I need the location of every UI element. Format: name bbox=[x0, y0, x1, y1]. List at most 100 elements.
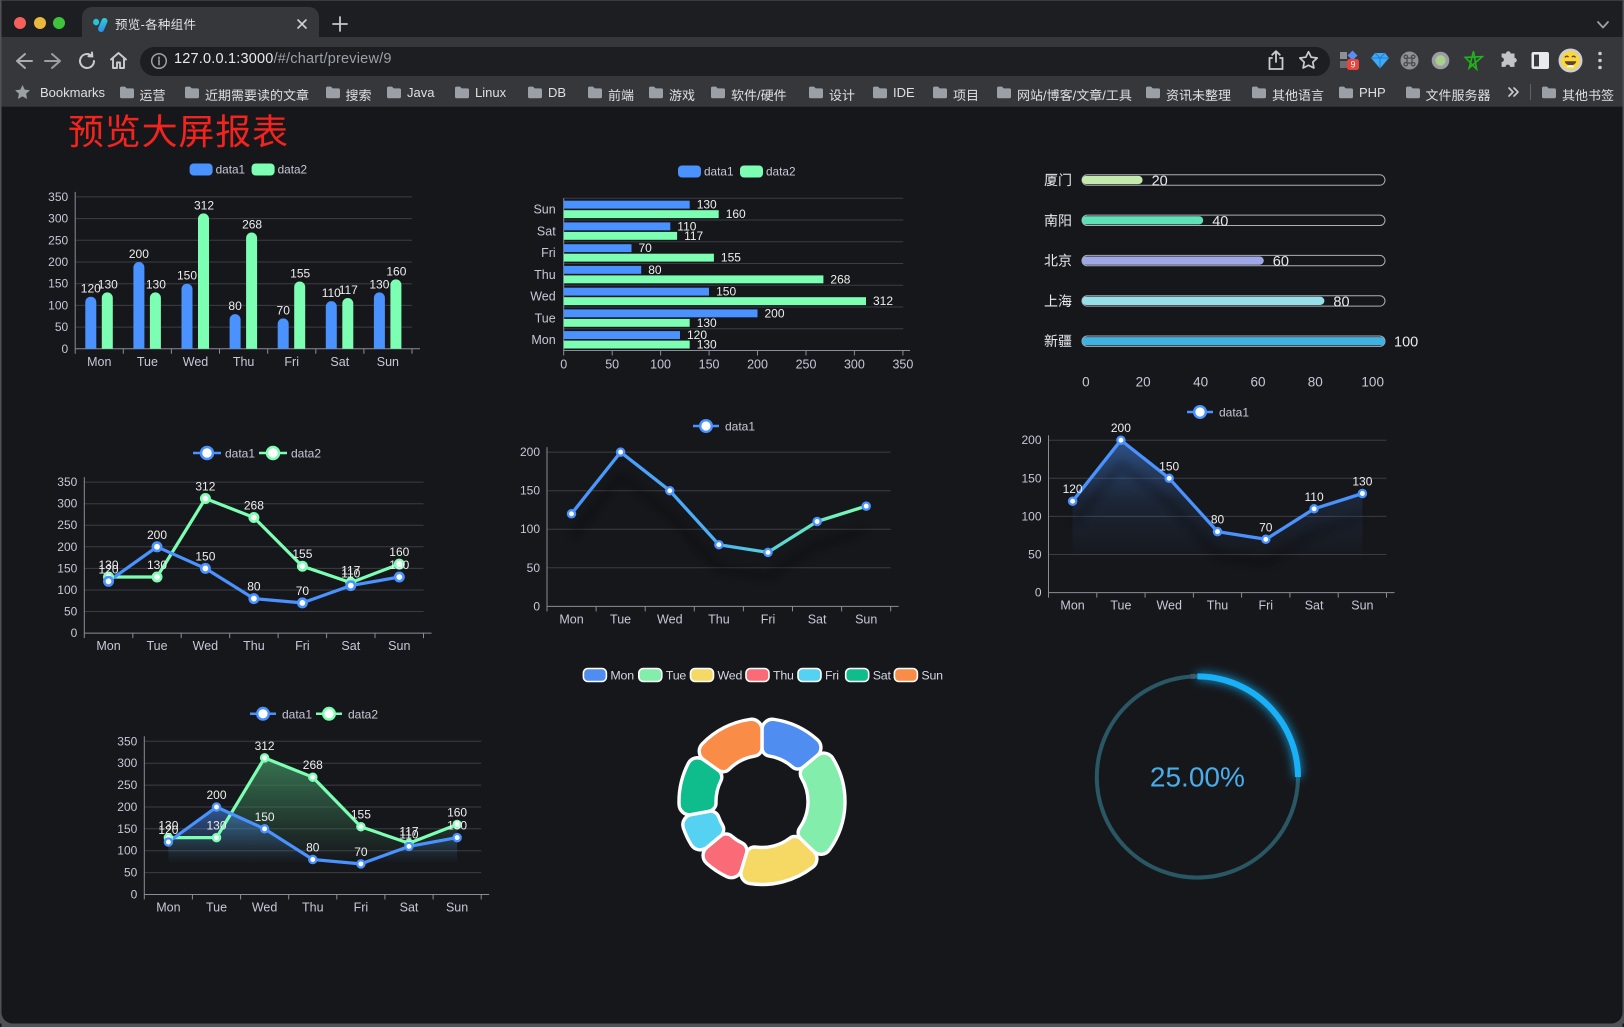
svg-text:130: 130 bbox=[158, 819, 178, 833]
svg-text:70: 70 bbox=[1259, 520, 1273, 534]
svg-text:data1: data1 bbox=[216, 163, 246, 177]
svg-text:160: 160 bbox=[726, 207, 746, 221]
svg-text:155: 155 bbox=[721, 251, 741, 265]
svg-text:Thu: Thu bbox=[302, 901, 324, 915]
svg-text:100: 100 bbox=[520, 522, 540, 536]
svg-text:268: 268 bbox=[303, 758, 323, 772]
svg-text:data2: data2 bbox=[766, 165, 796, 179]
svg-text:上海: 上海 bbox=[1044, 293, 1072, 309]
svg-text:Tue: Tue bbox=[1110, 599, 1131, 613]
svg-text:150: 150 bbox=[1021, 471, 1041, 485]
svg-text:312: 312 bbox=[195, 480, 215, 494]
svg-text:350: 350 bbox=[117, 734, 137, 748]
svg-text:155: 155 bbox=[290, 267, 310, 281]
svg-text:150: 150 bbox=[57, 561, 77, 575]
svg-text:80: 80 bbox=[1308, 375, 1323, 390]
svg-text:160: 160 bbox=[386, 264, 406, 278]
svg-text:Wed: Wed bbox=[530, 290, 556, 304]
svg-text:50: 50 bbox=[124, 866, 138, 880]
svg-text:Thu: Thu bbox=[773, 669, 794, 683]
svg-text:Fri: Fri bbox=[761, 612, 776, 626]
svg-text:data1: data1 bbox=[725, 420, 755, 434]
svg-text:北京: 北京 bbox=[1044, 253, 1072, 269]
svg-text:Mon: Mon bbox=[156, 901, 180, 915]
svg-text:200: 200 bbox=[1111, 421, 1131, 435]
svg-text:312: 312 bbox=[255, 739, 275, 753]
svg-text:Sat: Sat bbox=[537, 224, 556, 238]
svg-text:70: 70 bbox=[296, 584, 310, 598]
svg-text:Sun: Sun bbox=[921, 669, 943, 683]
svg-text:0: 0 bbox=[62, 342, 69, 356]
svg-text:Sun: Sun bbox=[533, 203, 555, 217]
svg-text:60: 60 bbox=[1250, 375, 1265, 390]
svg-text:Wed: Wed bbox=[252, 901, 278, 915]
svg-text:250: 250 bbox=[796, 358, 817, 372]
svg-text:50: 50 bbox=[64, 605, 78, 619]
svg-text:Mon: Mon bbox=[1060, 599, 1084, 613]
svg-text:Tue: Tue bbox=[206, 901, 227, 915]
svg-text:100: 100 bbox=[48, 298, 68, 312]
svg-text:150: 150 bbox=[117, 822, 137, 836]
svg-text:0: 0 bbox=[560, 358, 567, 372]
svg-text:100: 100 bbox=[117, 844, 137, 858]
svg-text:130: 130 bbox=[697, 338, 717, 352]
svg-text:Fri: Fri bbox=[295, 639, 310, 653]
svg-text:100: 100 bbox=[57, 583, 77, 597]
svg-text:100: 100 bbox=[1394, 335, 1418, 351]
svg-text:250: 250 bbox=[117, 778, 137, 792]
svg-text:250: 250 bbox=[48, 233, 68, 247]
svg-text:data1: data1 bbox=[1219, 406, 1249, 420]
svg-text:70: 70 bbox=[354, 845, 368, 859]
svg-text:Thu: Thu bbox=[708, 612, 730, 626]
svg-text:Wed: Wed bbox=[193, 639, 219, 653]
svg-text:0: 0 bbox=[1082, 375, 1090, 390]
svg-text:150: 150 bbox=[48, 277, 68, 291]
svg-text:data1: data1 bbox=[225, 447, 255, 461]
svg-text:117: 117 bbox=[341, 564, 360, 578]
svg-text:data1: data1 bbox=[282, 707, 312, 721]
svg-text:新疆: 新疆 bbox=[1044, 333, 1072, 349]
svg-text:150: 150 bbox=[255, 810, 275, 824]
svg-text:Sun: Sun bbox=[1351, 599, 1373, 613]
svg-text:250: 250 bbox=[57, 518, 77, 532]
svg-text:Sat: Sat bbox=[873, 669, 892, 683]
svg-text:200: 200 bbox=[48, 255, 68, 269]
svg-text:data2: data2 bbox=[348, 707, 378, 721]
svg-text:70: 70 bbox=[639, 241, 653, 255]
svg-text:0: 0 bbox=[533, 599, 540, 613]
svg-text:117: 117 bbox=[399, 824, 418, 838]
svg-text:130: 130 bbox=[369, 277, 389, 291]
svg-text:Tue: Tue bbox=[666, 669, 687, 683]
svg-text:80: 80 bbox=[228, 299, 242, 313]
svg-text:Wed: Wed bbox=[657, 612, 683, 626]
svg-text:130: 130 bbox=[389, 558, 409, 572]
svg-text:300: 300 bbox=[48, 212, 68, 226]
svg-text:150: 150 bbox=[699, 358, 720, 372]
svg-text:Fri: Fri bbox=[541, 246, 556, 260]
svg-text:9: 9 bbox=[1350, 60, 1355, 70]
svg-text:Wed: Wed bbox=[1156, 599, 1182, 613]
svg-text:Fri: Fri bbox=[1259, 599, 1274, 613]
svg-text:150: 150 bbox=[520, 484, 540, 498]
svg-text:Fri: Fri bbox=[825, 669, 839, 683]
svg-text:130: 130 bbox=[206, 819, 226, 833]
svg-text:Tue: Tue bbox=[146, 639, 167, 653]
svg-text:Tue: Tue bbox=[535, 311, 556, 325]
svg-text:data1: data1 bbox=[704, 165, 734, 179]
svg-text:130: 130 bbox=[98, 277, 118, 291]
svg-text:40: 40 bbox=[1193, 375, 1208, 390]
svg-text:200: 200 bbox=[206, 788, 226, 802]
svg-text:130: 130 bbox=[697, 198, 717, 212]
svg-text:160: 160 bbox=[389, 545, 409, 559]
svg-text:70: 70 bbox=[277, 303, 291, 317]
svg-text:155: 155 bbox=[351, 808, 371, 822]
svg-text:160: 160 bbox=[447, 806, 467, 820]
svg-text:Fri: Fri bbox=[354, 901, 369, 915]
svg-text:Sat: Sat bbox=[808, 612, 827, 626]
svg-text:150: 150 bbox=[1159, 459, 1179, 473]
svg-text:200: 200 bbox=[765, 306, 785, 320]
svg-text:300: 300 bbox=[844, 358, 865, 372]
svg-text:350: 350 bbox=[48, 190, 68, 204]
svg-text:268: 268 bbox=[244, 499, 264, 513]
svg-text:312: 312 bbox=[873, 294, 893, 308]
